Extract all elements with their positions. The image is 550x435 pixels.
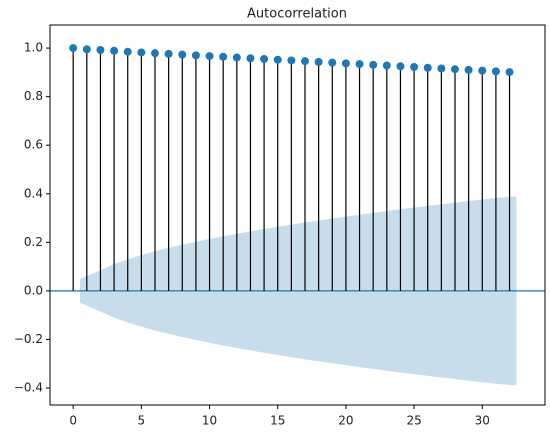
marker <box>437 64 446 73</box>
marker <box>246 54 255 63</box>
marker <box>232 53 241 62</box>
marker <box>260 54 269 63</box>
marker <box>478 66 487 75</box>
marker <box>69 44 78 53</box>
marker <box>164 49 173 58</box>
marker <box>505 68 514 77</box>
marker <box>491 67 500 76</box>
plot-frame <box>49 24 546 406</box>
x-tick-label: 5 <box>138 414 146 428</box>
marker <box>410 63 419 72</box>
x-tick-label: 0 <box>69 414 77 428</box>
x-tick-label: 15 <box>270 414 285 428</box>
marker <box>178 50 187 59</box>
y-tick-label: 0.6 <box>24 138 43 152</box>
marker <box>137 48 146 57</box>
x-tick-label: 10 <box>202 414 217 428</box>
y-tick-label: 1.0 <box>24 41 43 55</box>
x-tick-label: 25 <box>406 414 421 428</box>
marker <box>423 63 432 72</box>
marker <box>273 55 282 64</box>
chart-title: Autocorrelation <box>247 7 347 22</box>
marker <box>219 52 228 61</box>
y-tick-label: −0.4 <box>14 381 43 395</box>
marker <box>382 61 391 70</box>
marker <box>82 45 91 54</box>
marker <box>301 57 309 66</box>
marker <box>464 65 473 74</box>
y-tick-label: 0.8 <box>24 89 43 103</box>
marker <box>96 46 105 55</box>
marker <box>205 52 214 61</box>
marker <box>355 60 364 69</box>
marker <box>451 65 459 74</box>
marker <box>369 60 378 69</box>
y-tick-label: 0.0 <box>24 283 43 297</box>
y-tick-label: 0.4 <box>24 186 43 200</box>
marker <box>287 56 296 65</box>
marker <box>110 46 119 55</box>
y-tick-label: 0.2 <box>24 235 43 249</box>
x-tick-label: 30 <box>475 414 490 428</box>
x-tick-label: 20 <box>338 414 353 428</box>
marker <box>123 47 132 56</box>
marker <box>396 62 405 71</box>
marker <box>328 58 337 67</box>
marker <box>191 51 200 60</box>
marker <box>341 59 350 68</box>
marker <box>151 49 159 58</box>
y-tick-label: −0.2 <box>14 332 43 346</box>
marker <box>314 57 323 66</box>
